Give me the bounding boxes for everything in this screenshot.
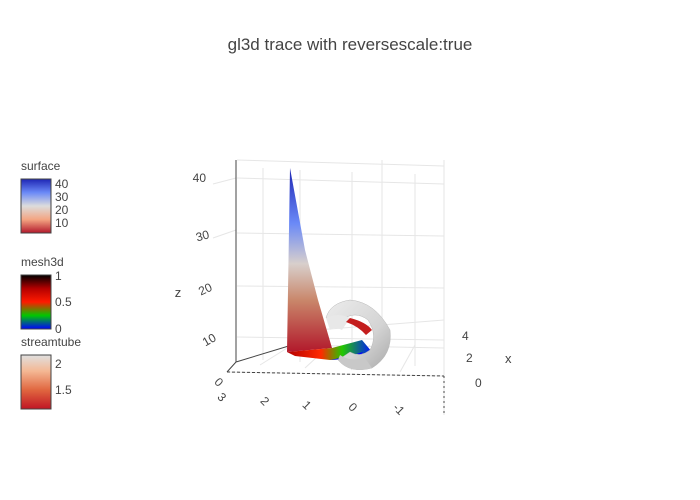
grid-z-10-back	[236, 336, 445, 341]
colorbar-mesh3d-title: mesh3d	[21, 255, 64, 269]
chart-title: gl3d trace with reversescale:true	[228, 35, 473, 54]
colorbar-mesh3d: mesh3d 1 0.5 0	[20, 255, 72, 336]
grid-floor-y2	[259, 344, 293, 366]
colorbar-surface-tick-20: 20	[55, 203, 69, 217]
colorbar-mesh3d-bar	[20, 274, 52, 330]
colorbar-streamtube-tick-1-5: 1.5	[55, 383, 72, 397]
streamtube-inner[interactable]	[326, 315, 350, 330]
grid-floor-ym1	[399, 344, 416, 373]
colorbar-streamtube-bar	[20, 354, 52, 410]
z-tick-40: 40	[193, 171, 207, 185]
grid-left-30	[212, 229, 237, 239]
colorbar-streamtube: streamtube 2 1.5	[20, 335, 81, 410]
z-tick-10: 10	[200, 330, 219, 349]
colorbar-surface-bar	[20, 178, 52, 234]
z-tick-30: 30	[194, 227, 211, 244]
surface-trace[interactable]	[287, 168, 332, 352]
colorbar-surface-title: surface	[21, 159, 61, 173]
streamtube-bottom[interactable]	[338, 355, 372, 370]
floor-back-edge	[235, 344, 293, 363]
x-tick-0: 0	[475, 376, 482, 390]
z-tick-20: 20	[196, 280, 214, 298]
y-tick-1: 1	[300, 398, 315, 413]
y-tick-0: 0	[346, 400, 361, 415]
colorbar-streamtube-tick-2: 2	[55, 357, 62, 371]
y-axis-corner-line	[226, 361, 237, 373]
x-tick-2: 2	[466, 351, 473, 365]
y-axis-line	[226, 371, 445, 377]
colorbar-surface-tick-30: 30	[55, 190, 69, 204]
grid-left-40	[212, 177, 237, 185]
grid-z-30-back	[236, 232, 445, 237]
y-tick-3: 3	[215, 390, 230, 405]
y-tick-minus-1: -1	[390, 400, 408, 418]
x-tick-4: 4	[462, 329, 469, 343]
colorbar-mesh3d-tick-1: 1	[55, 269, 62, 283]
grid-z-20-back	[236, 285, 445, 289]
colorbar-streamtube-title: streamtube	[21, 335, 81, 349]
streamtube-trace[interactable]	[325, 299, 391, 370]
scene-3d[interactable]: 40 30 20 10 z 0 3 2 1 0 -1 4 2 0 x	[175, 159, 512, 418]
colorbar-mesh3d-tick-0-5: 0.5	[55, 295, 72, 309]
z-axis-title: z	[175, 285, 182, 300]
colorbar-mesh3d-tick-0: 0	[55, 322, 62, 336]
streamtube-red-band[interactable]	[346, 318, 372, 335]
scene-grid	[212, 159, 445, 415]
colorbar-surface-tick-40: 40	[55, 177, 69, 191]
y-tick-0-left: 0	[212, 375, 227, 390]
y-tick-2: 2	[258, 394, 273, 409]
colorbar-surface-tick-10: 10	[55, 216, 69, 230]
x-axis-title: x	[505, 351, 512, 366]
grid-top-back	[236, 159, 445, 167]
grid-z-40-back	[236, 177, 445, 185]
colorbar-surface: surface 40 30 20 10	[20, 159, 69, 234]
